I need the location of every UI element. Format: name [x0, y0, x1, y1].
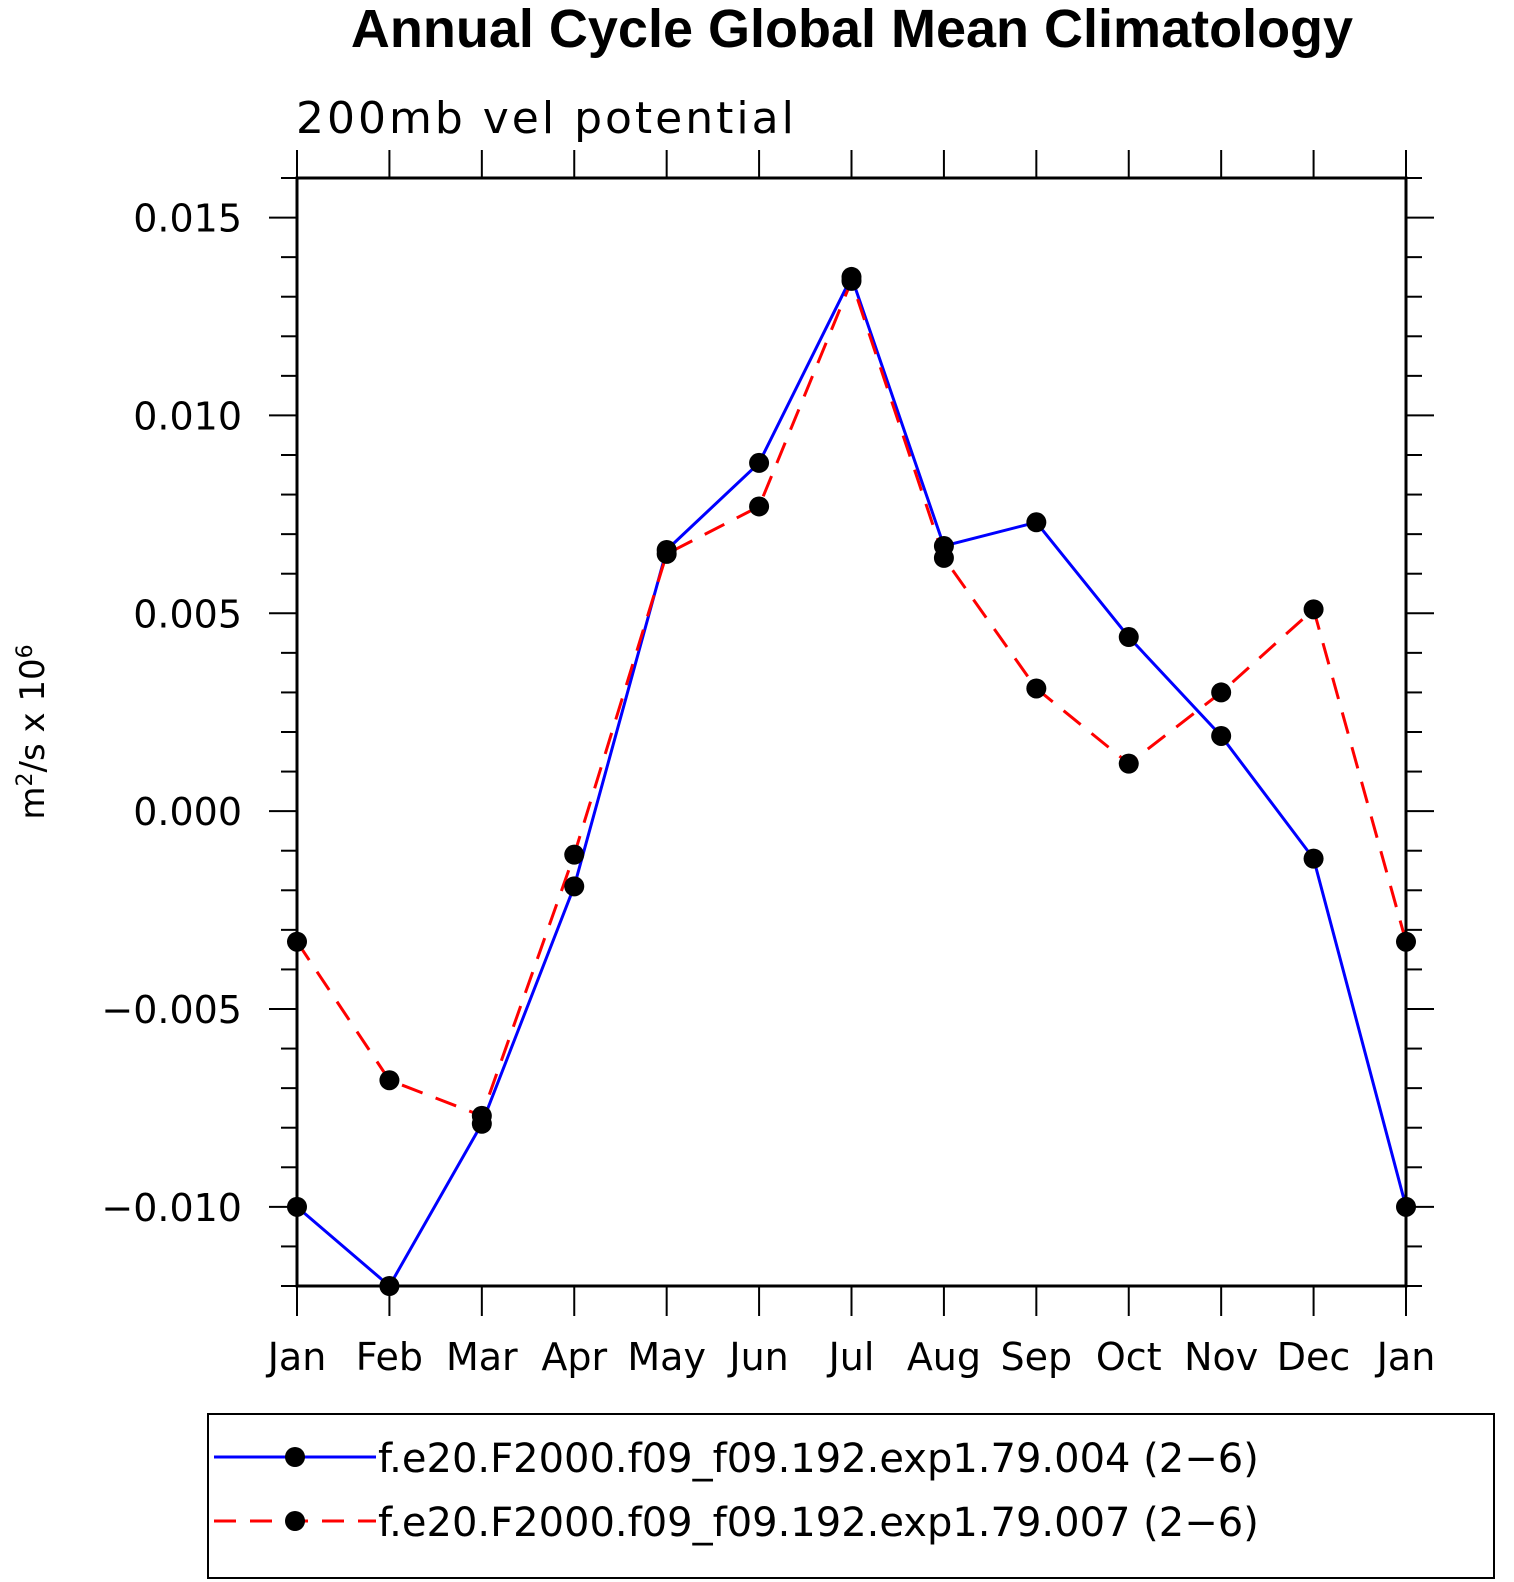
- y-tick-label: −0.010: [101, 1186, 242, 1230]
- x-tick-label: Nov: [1184, 1335, 1258, 1379]
- x-tick-label: Sep: [1001, 1335, 1073, 1379]
- y-axis-label-exp: 2: [13, 773, 38, 787]
- y-axis-label-exp2: 6: [13, 644, 38, 658]
- series-line-2: [295, 276, 1408, 1118]
- series-2-point: [841, 270, 862, 291]
- y-axis-label-base: m: [13, 787, 53, 820]
- y-tick-label: 0.015: [133, 197, 242, 241]
- x-tick-label: Mar: [446, 1335, 518, 1379]
- legend: f.e20.F2000.f09_f09.192.exp1.79.004 (2−6…: [207, 1413, 1495, 1579]
- x-tick-label: Jan: [266, 1335, 327, 1379]
- legend-marker-series-1: [285, 1447, 305, 1467]
- y-axis-label-rest: /s x 10: [13, 658, 53, 772]
- series-1-point: [564, 876, 585, 897]
- series-2-point: [656, 543, 677, 564]
- series-2-point: [1303, 599, 1324, 620]
- chart-subtitle: 200mb vel potential: [296, 93, 797, 144]
- series-2-point: [564, 844, 585, 865]
- x-tick-label: Oct: [1096, 1335, 1162, 1379]
- y-tick-label: 0.005: [133, 592, 242, 636]
- series-1-point: [749, 452, 770, 473]
- series-2-point: [471, 1105, 492, 1126]
- x-tick-label: Apr: [541, 1335, 607, 1379]
- x-tick-label: Jun: [727, 1335, 788, 1379]
- plot-frame: [295, 176, 1408, 1288]
- x-axis-tick-labels: Jan Feb Mar Apr May Jun Jul Aug Sep Oct Nov Dec Jan: [266, 1335, 1436, 1379]
- series-2-point: [933, 547, 954, 568]
- legend-label-series-1: f.e20.F2000.f09_f09.192.exp1.79.004 (2−6…: [378, 1436, 1259, 1482]
- series-1-point: [1026, 512, 1047, 533]
- y-axis-tick-labels: 0.015 0.010 0.005 0.000 −0.005 −0.010: [101, 197, 242, 1230]
- legend-marker-series-2: [285, 1511, 305, 1531]
- series-line-1: [296, 273, 1408, 1289]
- svg-text:m2/s x 106: m2/s x 106: [13, 644, 54, 819]
- y-tick-label: 0.000: [133, 790, 242, 834]
- legend-label-series-2: f.e20.F2000.f09_f09.192.exp1.79.007 (2−6…: [378, 1500, 1259, 1546]
- series-1-point: [1118, 627, 1139, 648]
- x-tick-label: Dec: [1277, 1335, 1351, 1379]
- y-tick-label: −0.005: [101, 988, 242, 1032]
- series-markers: [287, 266, 1416, 1296]
- axis-ticks: [269, 150, 1434, 1316]
- x-tick-label: Jan: [1375, 1335, 1436, 1379]
- legend-box: [207, 1413, 1495, 1579]
- series-1-point: [1211, 725, 1232, 746]
- x-tick-label: Feb: [356, 1335, 423, 1379]
- chart-title: Annual Cycle Global Mean Climatology: [351, 0, 1353, 59]
- series-2-point: [749, 496, 770, 517]
- series-lines: [295, 273, 1408, 1289]
- series-2-point: [1118, 753, 1139, 774]
- x-tick-label: May: [627, 1335, 706, 1379]
- series-1-point: [1303, 848, 1324, 869]
- y-tick-label: 0.010: [133, 394, 242, 438]
- series-2-point: [1211, 682, 1232, 703]
- series-2-point: [379, 1070, 400, 1091]
- series-2-point: [1026, 678, 1047, 699]
- y-axis-label: m2/s x 106: [13, 644, 54, 819]
- x-tick-label: Jul: [827, 1335, 875, 1379]
- x-tick-label: Aug: [907, 1335, 981, 1379]
